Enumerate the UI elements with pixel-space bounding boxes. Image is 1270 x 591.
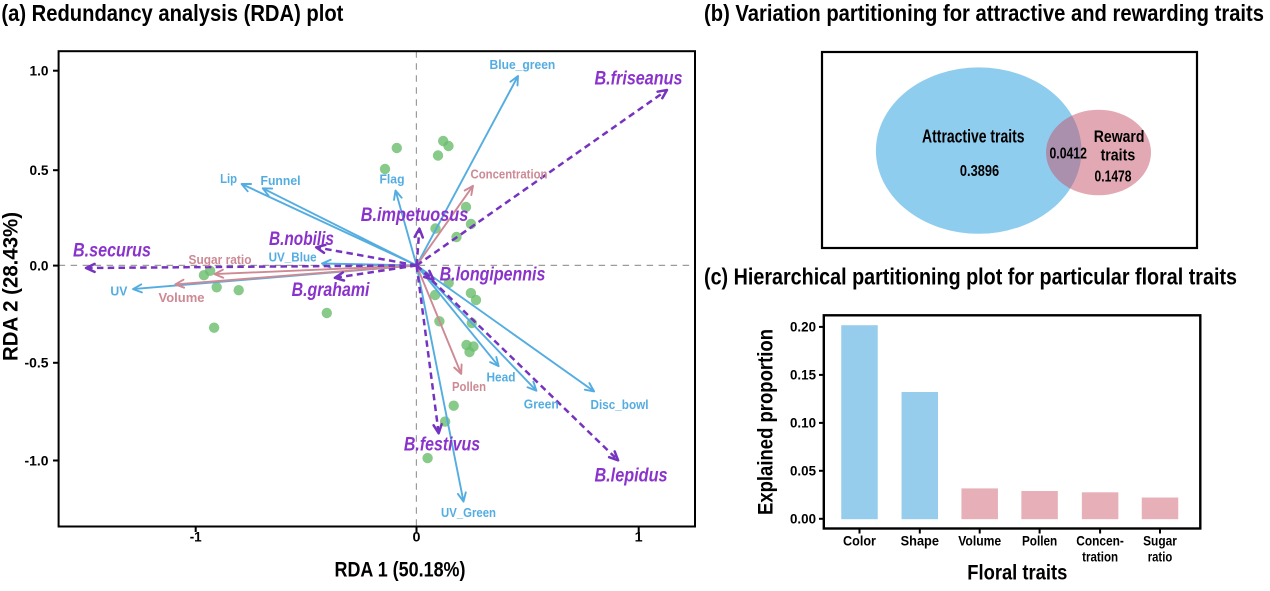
svg-text:Volume: Volume — [958, 532, 1001, 548]
svg-text:B.securus: B.securus — [73, 241, 151, 262]
svg-text:Head: Head — [487, 369, 516, 384]
svg-text:RDA 2 (28.43%): RDA 2 (28.43%) — [0, 212, 23, 361]
svg-text:0.3896: 0.3896 — [960, 163, 999, 180]
svg-text:UV_Green: UV_Green — [441, 505, 496, 520]
svg-text:Lip: Lip — [220, 171, 237, 186]
svg-text:Explained proportion: Explained proportion — [755, 329, 778, 515]
svg-text:0.5: 0.5 — [30, 162, 49, 178]
svg-text:B.festivus: B.festivus — [404, 435, 480, 456]
svg-text:0.15: 0.15 — [790, 367, 816, 383]
svg-text:B.lepidus: B.lepidus — [594, 466, 667, 487]
svg-text:Concen-: Concen- — [1076, 532, 1124, 548]
svg-text:Disc_bowl: Disc_bowl — [591, 397, 649, 412]
svg-text:1.0: 1.0 — [30, 63, 49, 79]
svg-text:B.grahami: B.grahami — [292, 280, 370, 301]
svg-text:Shape: Shape — [901, 532, 939, 548]
svg-text:Pollen: Pollen — [452, 379, 486, 394]
svg-text:0: 0 — [413, 529, 421, 545]
svg-text:Funnel: Funnel — [261, 173, 301, 188]
svg-text:traits: traits — [1101, 146, 1136, 165]
svg-text:(b) Variation partitioning for: (b) Variation partitioning for attractiv… — [704, 0, 1264, 26]
svg-text:Green: Green — [524, 397, 559, 412]
svg-text:UV: UV — [110, 284, 127, 299]
svg-text:Attractive traits: Attractive traits — [922, 126, 1025, 147]
svg-text:Volume: Volume — [159, 290, 205, 305]
svg-text:0.00: 0.00 — [790, 511, 816, 527]
svg-text:(c) Hierarchical partitioning: (c) Hierarchical partitioning plot for p… — [704, 264, 1237, 290]
svg-text:UV_Blue: UV_Blue — [269, 250, 317, 265]
svg-text:B.impetuosus: B.impetuosus — [361, 205, 469, 226]
svg-text:B.nobilis: B.nobilis — [269, 229, 334, 250]
svg-text:0.0412: 0.0412 — [1050, 145, 1087, 162]
svg-text:Floral traits: Floral traits — [967, 561, 1067, 584]
svg-text:-1: -1 — [190, 529, 202, 545]
svg-text:Concentration: Concentration — [471, 167, 548, 182]
svg-text:1: 1 — [635, 529, 643, 545]
svg-text:Flag: Flag — [380, 172, 405, 187]
svg-text:Blue_green: Blue_green — [490, 57, 556, 72]
svg-text:0.1478: 0.1478 — [1095, 168, 1132, 185]
svg-text:-1.0: -1.0 — [25, 452, 49, 468]
svg-text:0.10: 0.10 — [790, 415, 816, 431]
svg-text:0.20: 0.20 — [790, 319, 816, 335]
svg-text:Pollen: Pollen — [1022, 532, 1057, 548]
svg-text:Sugar ratio: Sugar ratio — [189, 252, 252, 267]
svg-text:0.0: 0.0 — [30, 257, 49, 273]
svg-text:(a) Redundancy analysis (RDA): (a) Redundancy analysis (RDA) plot — [1, 0, 343, 26]
svg-text:0.05: 0.05 — [790, 463, 816, 479]
svg-text:B.longipennis: B.longipennis — [440, 265, 546, 286]
svg-text:Color: Color — [843, 532, 876, 548]
svg-text:ratio: ratio — [1148, 549, 1173, 565]
svg-text:-0.5: -0.5 — [25, 355, 49, 371]
svg-text:Sugar: Sugar — [1143, 532, 1177, 548]
svg-text:Reward: Reward — [1094, 127, 1145, 146]
svg-text:tration: tration — [1082, 549, 1118, 565]
svg-text:RDA 1 (50.18%): RDA 1 (50.18%) — [335, 559, 466, 582]
svg-text:B.friseanus: B.friseanus — [595, 69, 683, 90]
